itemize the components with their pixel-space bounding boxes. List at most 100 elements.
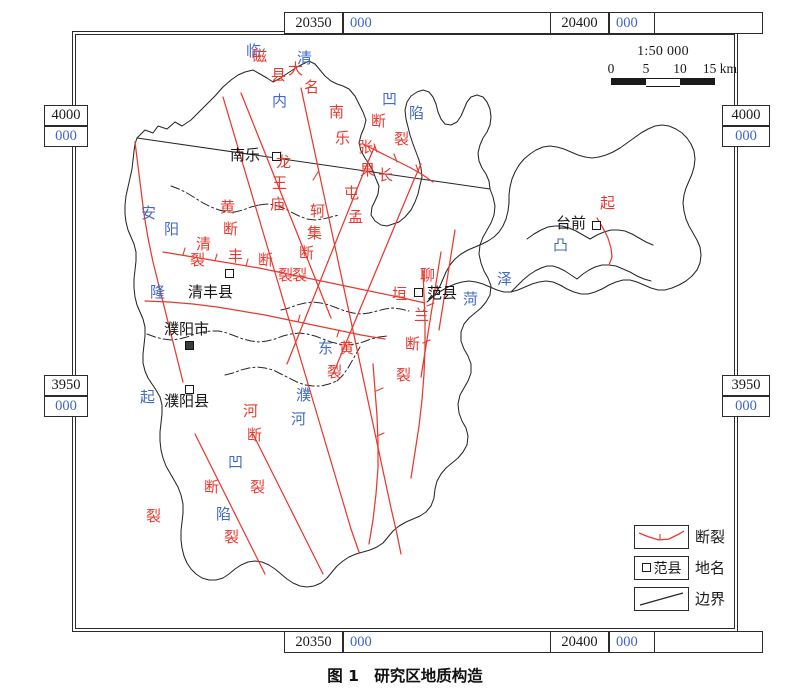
- boundary-line-icon: [634, 586, 689, 611]
- coord-label-top-2-minor: 000: [609, 12, 655, 34]
- unit-label-xian-upper: 陷: [409, 104, 425, 122]
- fault-label-duan-upper: 断: [371, 112, 387, 130]
- fault-label-liaolan-duan: 断: [405, 335, 421, 353]
- legend-place-sample: 范县: [641, 558, 682, 578]
- figure-caption-title: 研究区地质构造: [374, 667, 483, 685]
- coord-label-right-1-minor: 000: [722, 126, 770, 147]
- fault-label-liaolan-lan: 兰: [414, 306, 430, 324]
- unit-label-neihuang-nei: 内: [272, 92, 288, 110]
- coord-label-top-2-major: 20400: [550, 12, 609, 34]
- fault-lines: [134, 87, 613, 575]
- map-canvas: [124, 60, 702, 588]
- unit-label-anyang-yang: 阳: [164, 220, 180, 238]
- place-marker-puyangxian: [185, 385, 194, 394]
- fault-label-cixian-ci: 磁: [252, 47, 268, 65]
- scale-tick-labels: 0 5 10 15 km: [588, 61, 738, 78]
- fault-label-taiqian-qi: 起: [600, 194, 616, 212]
- coord-label-left-2-minor: 000: [44, 396, 88, 417]
- fault-line-icon: [634, 524, 689, 549]
- fault-label-longwangmiao-wang: 王: [272, 174, 288, 192]
- scale-tick-5: 5: [642, 61, 650, 76]
- fault-label-huanghe-lie: 裂: [327, 363, 343, 381]
- fault-label-changyuan-chang: 长: [378, 166, 394, 184]
- fault-label-daming-da: 大: [288, 60, 304, 78]
- place-marker-nanle: [272, 152, 281, 161]
- map-frame-inner: [75, 34, 735, 629]
- coord-label-left-1-major: 4000: [44, 105, 88, 126]
- fault-label-zhangguotun-zhang: 张: [358, 138, 374, 156]
- legend-label-boundary: 边界: [695, 590, 726, 608]
- unit-label-tuqi-tu: 凸: [553, 236, 569, 254]
- scale-tick-15: 15 km: [702, 61, 738, 76]
- fault-label-huanghe-huang: 黄: [339, 339, 355, 357]
- fault-label-longwangmiao-miao: 庙: [270, 195, 286, 213]
- place-marker-qingfengxian: [225, 269, 234, 278]
- fault-label-longwangmiao-long: 龙: [276, 153, 292, 171]
- scale-bar: 1:50 000 0 5 10 15 km: [588, 44, 738, 87]
- place-marker-fanxian: [414, 288, 423, 297]
- coord-label-right-1-major: 4000: [722, 105, 770, 126]
- scale-rule: [611, 78, 716, 87]
- fault-label-qingfeng-feng: 丰: [228, 247, 244, 265]
- scale-tick-0: 0: [607, 61, 615, 76]
- fault-label-huang: 黄: [220, 198, 236, 216]
- boundary-dashdot-lines: [146, 185, 410, 387]
- fault-label-keji-lie: 裂: [292, 266, 308, 284]
- fault-label-liaolan-liao: 聊: [420, 266, 436, 284]
- place-label-taiqian: 台前: [556, 214, 587, 232]
- unit-label-linqing-qing: 清: [297, 49, 313, 67]
- legend-label-place: 地名: [695, 559, 726, 577]
- coord-label-left-2-major: 3950: [44, 375, 88, 396]
- coord-label-bottom-2-major: 20400: [550, 631, 609, 653]
- scale-segment-1: [611, 78, 646, 85]
- fault-label-lie-mid: 裂: [250, 478, 266, 496]
- scale-segment-2: [645, 78, 681, 87]
- place-marker-puyangshi: [185, 341, 194, 350]
- legend-row-fault: 断裂: [634, 521, 738, 552]
- fault-label-keji-ke: 轲: [310, 202, 326, 220]
- place-label-fanxian: 范县: [427, 284, 458, 302]
- fault-label-qingfeng-lie2: 裂: [278, 266, 294, 284]
- fault-label-liaolan-lie: 裂: [396, 366, 412, 384]
- scale-ratio-label: 1:50 000: [637, 44, 689, 59]
- legend-row-place: 范县 地名: [634, 552, 738, 583]
- unit-label-longqi-qi: 起: [140, 388, 156, 406]
- fault-label-lie-south: 裂: [224, 528, 240, 546]
- fault-label-puhe-he: 河: [243, 402, 259, 420]
- unit-label-dongpu-ao: 凹: [228, 453, 244, 471]
- map-frame-outer: [72, 31, 738, 632]
- boundary-lines: [124, 60, 702, 588]
- fault-label-nanle-le: 乐: [335, 129, 351, 147]
- unit-label-dongpu-he: 河: [291, 410, 307, 428]
- scale-segment-3: [680, 78, 716, 85]
- fault-label-cixian-xian: 县: [271, 66, 287, 84]
- fault-label-lie-southwest: 裂: [146, 507, 162, 525]
- unit-label-dongpu-pu: 濮: [296, 386, 312, 404]
- coord-label-top-1-major: 20350: [284, 12, 343, 34]
- coord-label-bottom-1-major: 20350: [284, 631, 343, 653]
- place-label-puyangxian: 濮阳县: [164, 392, 210, 410]
- unit-label-ao-upper: 凹: [382, 90, 398, 108]
- unit-label-dongpu-dong: 东: [318, 339, 334, 357]
- figure-caption-number: 图 1: [327, 667, 359, 685]
- fault-label-qingfeng-lie: 裂: [190, 251, 206, 269]
- fault-label-keji-duan: 断: [299, 244, 315, 262]
- fault-label-qingfeng-duan: 断: [258, 251, 274, 269]
- place-marker-taiqian: [592, 221, 601, 230]
- fault-label-nanle-nan: 南: [329, 103, 345, 121]
- fault-label-duan-south: 断: [204, 478, 220, 496]
- unit-label-heze-ze: 泽: [497, 270, 513, 288]
- unit-label-anyang-an: 安: [141, 204, 157, 222]
- figure-caption: 图 1 研究区地质构造: [0, 664, 810, 686]
- fault-label-changyuan-yuan: 垣: [392, 285, 408, 303]
- coord-label-left-1-minor: 000: [44, 126, 88, 147]
- fault-label-zhangguotun-guo: 果: [360, 161, 376, 179]
- fault-label-duan-mid: 断: [247, 426, 263, 444]
- unit-label-longqi-long: 隆: [150, 283, 166, 301]
- unit-label-dongpu-xian: 陷: [216, 505, 232, 523]
- legend: 断裂 范县 地名 边界: [634, 521, 738, 614]
- legend-place-sample-text: 范县: [653, 560, 682, 577]
- legend-row-boundary: 边界: [634, 583, 738, 614]
- fault-label-huang-duan: 断: [223, 220, 239, 238]
